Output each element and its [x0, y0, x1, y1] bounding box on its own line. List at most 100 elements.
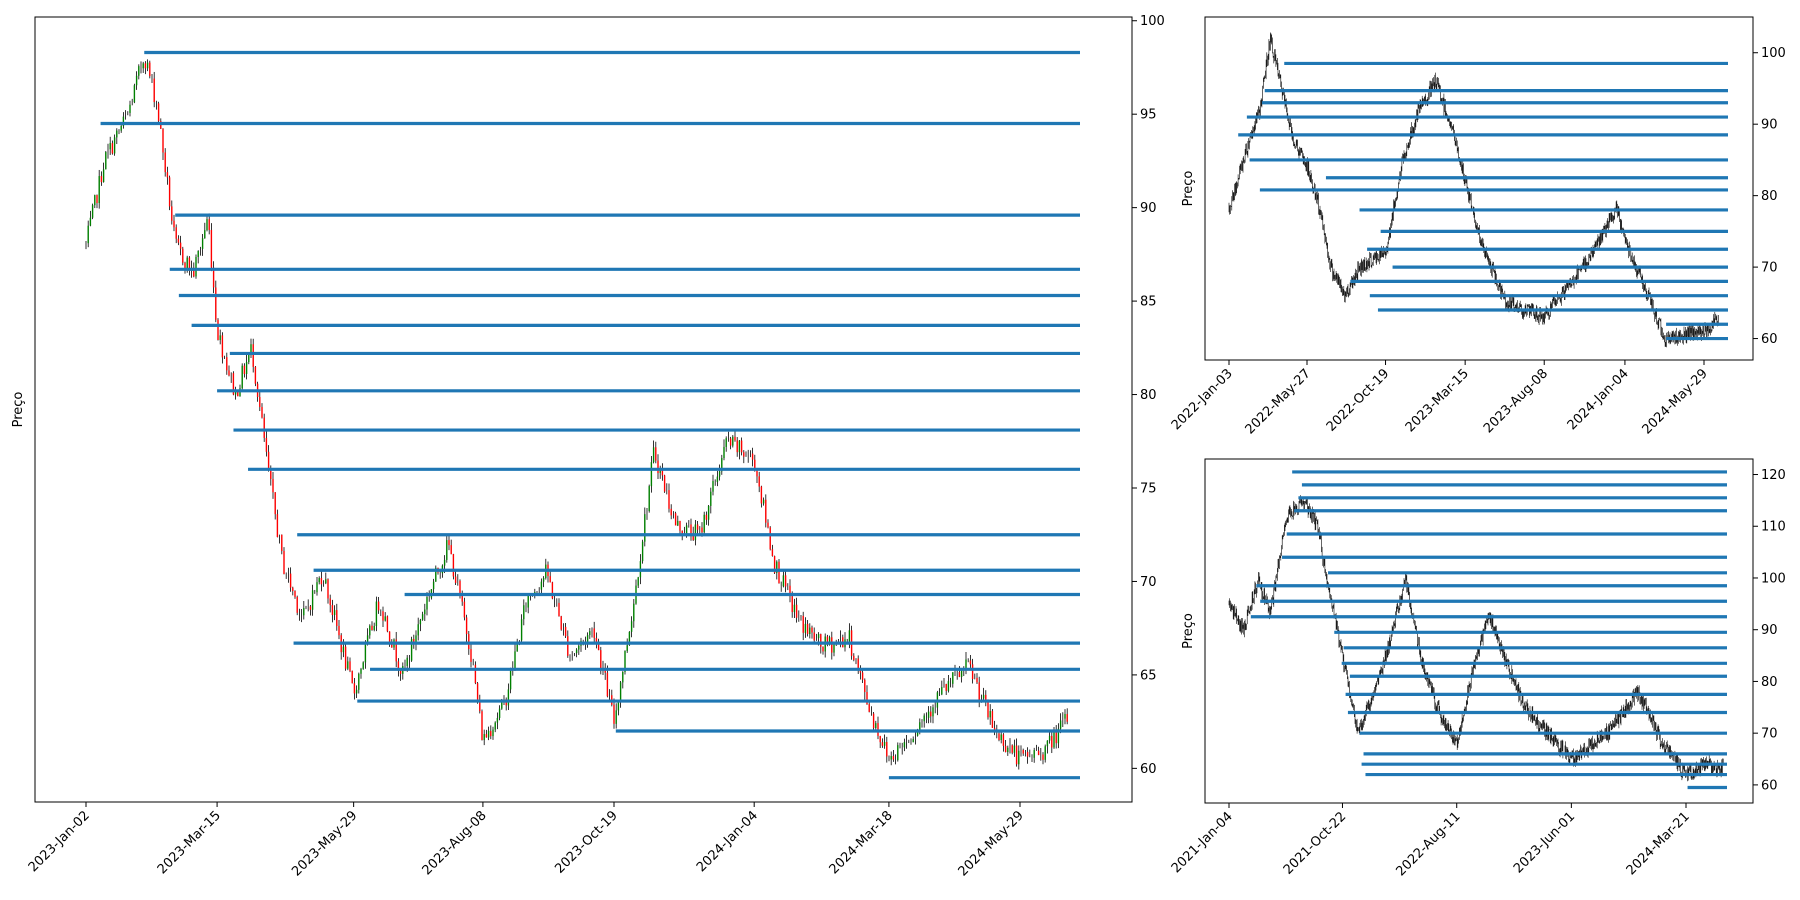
candle-body: [848, 630, 851, 642]
candle-body: [318, 578, 320, 583]
candle-body: [243, 365, 246, 374]
candle-body: [138, 66, 140, 76]
y-tick-label: 65: [1140, 668, 1157, 683]
candle-body: [690, 524, 692, 534]
candle-body: [952, 672, 954, 684]
candle-body: [498, 708, 501, 718]
candle-body: [831, 637, 833, 653]
candle-body: [1000, 734, 1002, 741]
candle-body: [648, 486, 650, 512]
y-tick-label: 75: [1140, 482, 1157, 497]
candle-body: [360, 669, 362, 674]
candle-body: [868, 704, 870, 712]
candle-body: [333, 610, 336, 615]
candle-body: [426, 597, 428, 610]
candle-body: [366, 635, 369, 644]
candle-body: [743, 452, 745, 457]
candle-body: [789, 585, 791, 597]
candle-body: [195, 257, 197, 277]
plot-area: [1228, 470, 1727, 790]
candle-body: [1048, 735, 1051, 741]
x-tick-label: 2023-Aug-08: [1481, 366, 1551, 436]
y-tick-label: 110: [1761, 520, 1786, 535]
candle-body: [575, 649, 578, 654]
candle-body: [595, 637, 598, 642]
candle-body: [450, 545, 452, 555]
candle-body: [175, 227, 177, 239]
candle-body: [960, 669, 963, 677]
x-tick-label: 2023-Mar-15: [1403, 366, 1472, 435]
chart-panel-2: 60 70 80 90 100 2022-Jan-03 2022-May-27 2022-Oc…: [1169, 16, 1786, 437]
candle-body: [652, 447, 655, 463]
candle-body: [371, 625, 373, 631]
candle-body: [355, 689, 358, 694]
candle-body: [274, 492, 276, 515]
candle-body: [716, 476, 719, 482]
candle-body: [406, 657, 408, 666]
x-tick-label: 2021-Jan-04: [1169, 809, 1236, 876]
candle-body: [329, 598, 331, 606]
y-tick-label: 90: [1761, 118, 1778, 133]
candle-body: [358, 673, 360, 690]
candle-body: [1022, 749, 1024, 754]
candle-body: [696, 524, 699, 530]
candle-body: [903, 742, 906, 748]
candle-body: [226, 357, 228, 371]
candle-body: [100, 176, 103, 183]
plot-area: [1228, 32, 1728, 348]
candle-body: [729, 438, 732, 446]
candle-body: [311, 590, 314, 610]
candle-body: [344, 646, 347, 669]
candle-body: [373, 625, 375, 631]
candle-body: [932, 707, 934, 717]
candle-body: [897, 745, 899, 761]
candle-body: [782, 575, 785, 587]
candle-body: [991, 711, 994, 728]
candle-body: [613, 704, 615, 724]
candle-body: [320, 578, 323, 585]
x-tick-label: 2024-Jan-04: [694, 808, 761, 875]
candle-body: [259, 396, 261, 407]
candle-body: [756, 470, 758, 477]
y-tick-label: 80: [1761, 189, 1778, 204]
candle-body: [245, 362, 248, 374]
candle-body: [765, 499, 767, 523]
x-tick-label: 2024-Mar-18: [827, 808, 896, 877]
candle-body: [864, 679, 866, 692]
candle-body: [336, 610, 338, 626]
candle-body: [162, 128, 164, 153]
candle-body: [703, 514, 705, 533]
candle-body: [375, 601, 378, 626]
candle-body: [91, 205, 94, 218]
candle-body: [758, 476, 760, 487]
candle-body: [294, 591, 296, 597]
candle-body: [261, 406, 263, 418]
candle-body: [485, 734, 488, 738]
candle-body: [215, 287, 217, 320]
candle-body: [589, 631, 591, 636]
candle-body: [622, 671, 624, 683]
candle-body: [795, 604, 798, 618]
candle-body: [705, 514, 708, 520]
candle-body: [817, 634, 820, 639]
candle-body: [463, 601, 466, 618]
candle-body: [626, 645, 628, 652]
candle-body: [289, 573, 292, 588]
candle-body: [820, 634, 822, 647]
candle-body: [397, 661, 400, 671]
candle-body: [509, 669, 512, 690]
candle-body: [886, 741, 888, 757]
candle-body: [149, 62, 151, 77]
candle-body: [732, 436, 734, 446]
candle-body: [232, 373, 235, 395]
price-series: [85, 59, 1068, 770]
x-tick-label: 2023-Aug-08: [420, 808, 490, 878]
candle-body: [593, 628, 595, 638]
candle-body: [641, 541, 644, 562]
candle-body: [1042, 754, 1044, 760]
y-tick-label: 60: [1140, 762, 1157, 777]
candle-body: [292, 587, 294, 592]
candle-body: [435, 567, 437, 582]
candle-body: [496, 717, 499, 723]
candle-body: [624, 651, 626, 672]
